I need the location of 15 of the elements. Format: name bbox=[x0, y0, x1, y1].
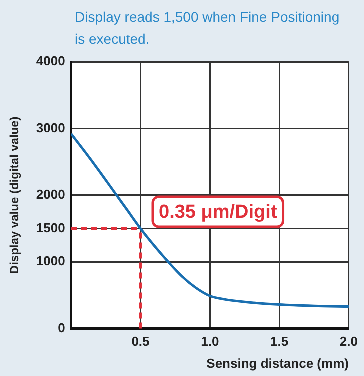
y-tick-label: 1500 bbox=[36, 220, 66, 236]
y-axis-title: Display value (digital value) bbox=[8, 116, 22, 274]
y-tick-label: 4000 bbox=[36, 54, 66, 69]
x-axis-title: Sensing distance (mm) bbox=[206, 356, 349, 371]
x-tick-label: 1.5 bbox=[270, 334, 289, 350]
y-tick-label: 2000 bbox=[36, 186, 66, 202]
y-tick-label: 0 bbox=[58, 320, 66, 336]
x-tick-label: 2.0 bbox=[340, 334, 358, 350]
y-tick-label: 3000 bbox=[36, 120, 66, 136]
annotation: 0.35 μm/Digit bbox=[159, 202, 278, 224]
text: Display reads 1,500 when Fine Positioning is executed. bbox=[75, 9, 340, 47]
line-series bbox=[71, 132, 349, 308]
x-tick-label: 1.0 bbox=[201, 334, 220, 350]
y-tick-label: 1000 bbox=[36, 254, 66, 269]
x-tick-label: 0.5 bbox=[132, 334, 150, 350]
